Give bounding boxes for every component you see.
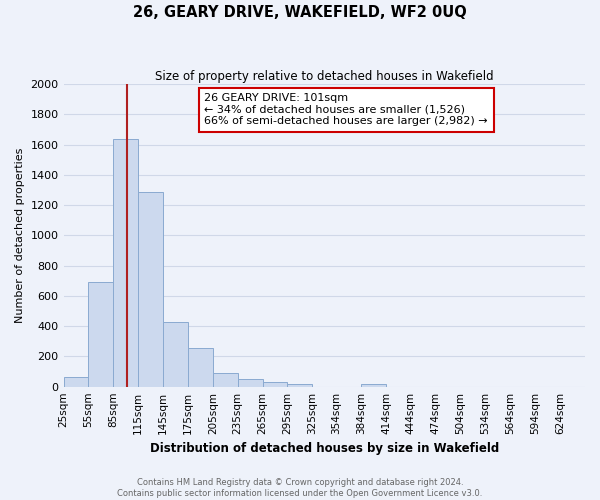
Text: 26 GEARY DRIVE: 101sqm
← 34% of detached houses are smaller (1,526)
66% of semi-: 26 GEARY DRIVE: 101sqm ← 34% of detached… [205, 93, 488, 126]
Title: Size of property relative to detached houses in Wakefield: Size of property relative to detached ho… [155, 70, 494, 83]
Bar [361, 384, 386, 386]
Bar [138, 192, 163, 386]
Y-axis label: Number of detached properties: Number of detached properties [15, 148, 25, 323]
Bar [238, 379, 263, 386]
Bar [64, 377, 88, 386]
Bar [263, 382, 287, 386]
Bar [188, 348, 213, 387]
Text: Contains HM Land Registry data © Crown copyright and database right 2024.
Contai: Contains HM Land Registry data © Crown c… [118, 478, 482, 498]
Bar [88, 282, 113, 387]
Bar [113, 140, 138, 386]
X-axis label: Distribution of detached houses by size in Wakefield: Distribution of detached houses by size … [149, 442, 499, 455]
Bar [287, 384, 312, 386]
Bar [163, 322, 188, 386]
Bar [213, 373, 238, 386]
Text: 26, GEARY DRIVE, WAKEFIELD, WF2 0UQ: 26, GEARY DRIVE, WAKEFIELD, WF2 0UQ [133, 5, 467, 20]
